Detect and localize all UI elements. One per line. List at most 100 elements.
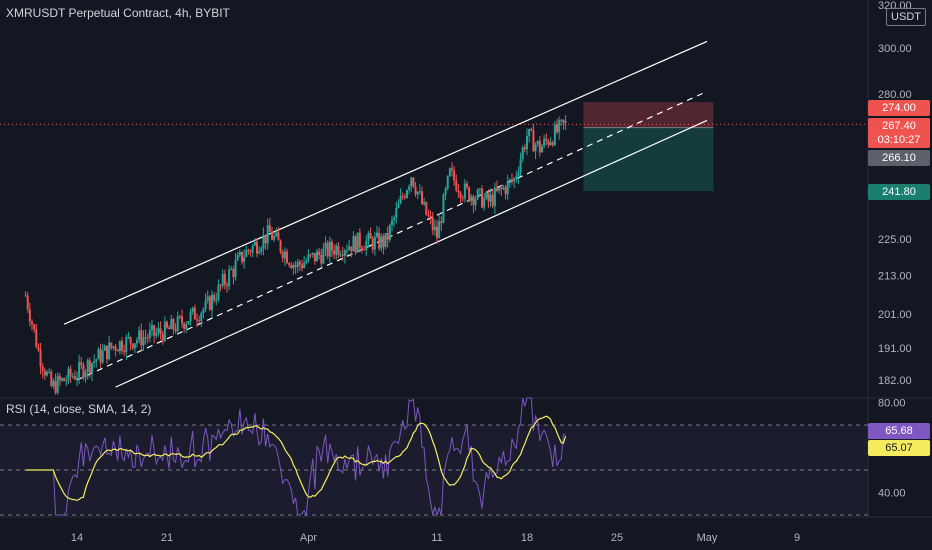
time-tick-label: 9 bbox=[794, 532, 800, 544]
candle-body bbox=[459, 192, 462, 198]
candle-body bbox=[436, 226, 438, 239]
candle-body bbox=[91, 363, 93, 374]
rsi-sma-line bbox=[25, 415, 567, 501]
candle-body bbox=[43, 370, 46, 376]
candle-body bbox=[221, 273, 224, 286]
candle-body bbox=[189, 311, 192, 322]
candle-body bbox=[562, 119, 565, 123]
channel-mid-line bbox=[76, 90, 708, 381]
candle-body bbox=[463, 183, 466, 199]
candle-body bbox=[273, 235, 276, 240]
candle-body bbox=[421, 191, 423, 205]
candle-body bbox=[429, 215, 432, 218]
candle-body bbox=[352, 236, 355, 252]
candle-body bbox=[144, 337, 147, 339]
entry-price-tag: 266.10 bbox=[868, 150, 930, 166]
candle-body bbox=[549, 142, 552, 145]
candle-body bbox=[489, 194, 492, 202]
candle-body bbox=[157, 328, 160, 333]
candle-body bbox=[446, 175, 449, 189]
candle-body bbox=[211, 294, 213, 310]
candle-body bbox=[106, 345, 108, 360]
candle-body bbox=[481, 188, 483, 208]
candle-body bbox=[401, 196, 404, 198]
candle-body bbox=[294, 265, 297, 267]
candle-body bbox=[440, 221, 443, 223]
candle-body bbox=[350, 246, 353, 252]
candle-body bbox=[438, 221, 441, 239]
candle-body bbox=[155, 332, 158, 336]
candle-body bbox=[538, 140, 541, 153]
candle-body bbox=[288, 263, 291, 265]
candle-body bbox=[403, 196, 406, 198]
candle-body bbox=[305, 261, 308, 263]
candle-body bbox=[208, 296, 211, 310]
candle-body bbox=[303, 262, 306, 268]
candle-body bbox=[391, 220, 393, 226]
candle-body bbox=[31, 321, 33, 325]
candle-body bbox=[245, 249, 248, 257]
candle-body bbox=[262, 234, 265, 249]
candle-body bbox=[491, 194, 494, 207]
candle-body bbox=[311, 252, 314, 255]
candle-body bbox=[318, 251, 321, 255]
rsi-title: RSI (14, close, SMA, 14, 2) bbox=[6, 402, 152, 416]
candle-body bbox=[136, 340, 138, 344]
candle-body bbox=[112, 346, 115, 348]
time-tick-label: 18 bbox=[521, 532, 533, 544]
candle-body bbox=[174, 329, 177, 332]
candle-body bbox=[161, 333, 164, 342]
candle-body bbox=[500, 187, 503, 190]
candle-body bbox=[369, 233, 372, 239]
price-tick-label: 191.00 bbox=[878, 343, 912, 355]
candle-body bbox=[320, 254, 323, 264]
candle-body bbox=[283, 251, 286, 259]
candle-body bbox=[376, 232, 378, 237]
candle-body bbox=[408, 186, 411, 191]
price-tick-label: 182.00 bbox=[878, 375, 912, 387]
candle-body bbox=[298, 261, 301, 265]
price-tick-label: 280.00 bbox=[878, 89, 912, 101]
candle-body bbox=[69, 368, 72, 377]
stop-price-tag: 274.00 bbox=[868, 100, 930, 116]
candle-body bbox=[474, 199, 477, 206]
candle-body bbox=[526, 135, 528, 150]
candle-body bbox=[356, 232, 359, 253]
candle-body bbox=[176, 316, 179, 332]
currency-badge[interactable]: USDT bbox=[886, 8, 926, 26]
candle-body bbox=[361, 247, 363, 250]
channel-upper-line bbox=[63, 40, 708, 325]
candle-body bbox=[108, 342, 111, 360]
candle-body bbox=[28, 309, 31, 322]
candle-body bbox=[76, 377, 78, 380]
candle-body bbox=[502, 187, 505, 190]
candle-body bbox=[371, 238, 374, 250]
candle-body bbox=[159, 328, 162, 334]
candle-body bbox=[35, 328, 38, 347]
candle-body bbox=[140, 330, 143, 346]
candle-body bbox=[301, 264, 303, 268]
candle-body bbox=[200, 313, 203, 321]
target-price-tag: 241.80 bbox=[868, 184, 930, 200]
candle-body bbox=[84, 372, 87, 378]
candle-body bbox=[521, 147, 524, 160]
candle-body bbox=[50, 371, 53, 387]
candle-body bbox=[333, 250, 336, 255]
candle-body bbox=[131, 343, 134, 349]
chart-title: XMRUSDT Perpetual Contract, 4h, BYBIT bbox=[6, 6, 230, 20]
candle-body bbox=[65, 380, 68, 382]
candle-body bbox=[506, 181, 509, 195]
candle-body bbox=[395, 207, 398, 218]
candle-body bbox=[504, 187, 507, 195]
candle-body bbox=[268, 225, 271, 232]
candles bbox=[24, 115, 567, 395]
candle-body bbox=[129, 336, 132, 344]
candle-body bbox=[256, 241, 258, 254]
candle-body bbox=[71, 376, 74, 378]
candle-body bbox=[258, 251, 261, 254]
candle-body bbox=[528, 128, 531, 136]
candle-body bbox=[48, 371, 51, 373]
candle-body bbox=[393, 217, 396, 221]
price-tick-label: 201.00 bbox=[878, 309, 912, 321]
